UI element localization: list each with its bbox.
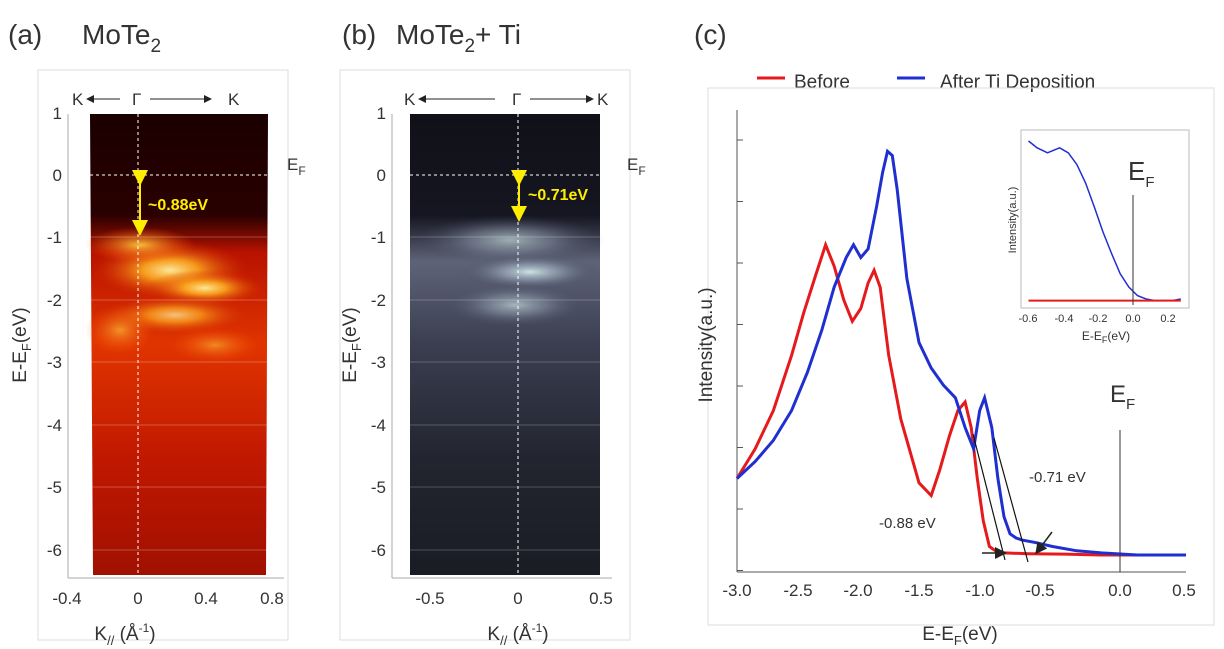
inset-x-ticks: -0.6 -0.4 -0.2 0.0 0.2	[1019, 313, 1176, 325]
x-tick: 0.5	[1172, 581, 1196, 600]
panel-b: (b) MoTe2+ Ti 1 0 -1 -2 -3 -4	[339, 19, 646, 648]
x-tick: 0	[513, 589, 522, 608]
y-ticks-a: 1 0 -1 -2 -3 -4 -5 -6	[47, 104, 62, 560]
k-right-label: K	[228, 90, 240, 109]
k-left-label: K	[404, 90, 416, 109]
grid-b	[410, 236, 600, 551]
y-tick: -6	[371, 541, 386, 560]
edge-fit-before	[972, 433, 1006, 561]
x-tick: 0	[133, 589, 142, 608]
y-tick: -6	[47, 541, 62, 560]
arpes-image-b	[410, 114, 605, 575]
legend: Before After Ti Deposition	[757, 72, 1095, 93]
legend-label-before: Before	[794, 72, 850, 93]
x-label-b: K// (Å-1)	[487, 621, 548, 648]
arrow-after	[1035, 531, 1053, 555]
y-tick: -3	[371, 353, 386, 372]
y-tick: -3	[47, 353, 62, 372]
panel-title-b: MoTe2+ Ti	[396, 19, 521, 57]
inset-y-label: Intensity(a.u.)	[1007, 187, 1019, 254]
panel-tag-a: (a)	[8, 19, 42, 50]
x-tick: 0.4	[194, 589, 218, 608]
panel-title-a: MoTe2	[82, 19, 161, 57]
gamma-label: Γ	[132, 90, 141, 109]
panel-c: (c) Before After Ti Deposition -3.0 -2.5…	[694, 19, 1215, 648]
x-label-a: K// (Å-1)	[94, 621, 155, 648]
y-tick: -4	[371, 416, 386, 435]
x-tick: -0.4	[1055, 313, 1074, 325]
panel-tag-c: (c)	[694, 19, 727, 50]
annotation-before: -0.88 eV	[879, 515, 936, 532]
x-tick: -0.4	[52, 589, 81, 608]
fermi-label-c: EF	[1110, 381, 1135, 413]
y-tick: -5	[371, 478, 386, 497]
y-tick: -5	[47, 478, 62, 497]
annotation-after: -0.71 eV	[1029, 469, 1086, 486]
x-ticks-c: -3.0 -2.5 -2.0 -1.5 -1.0 -0.5 0.0 0.5	[722, 581, 1195, 600]
x-tick: 0.0	[1108, 581, 1132, 600]
grid-a	[90, 236, 268, 551]
x-tick: -2.0	[843, 581, 872, 600]
panel-b-frame	[339, 69, 631, 641]
inset-frame	[1020, 129, 1190, 309]
panel-a-frame	[37, 69, 289, 641]
x-tick: 0.2	[1160, 313, 1175, 325]
panel-tag-b: (b)	[342, 19, 376, 50]
x-label-c: E-EF(eV)	[922, 624, 998, 648]
x-tick: -0.6	[1019, 313, 1038, 325]
y-tick: -1	[371, 228, 386, 247]
y-tick: 1	[377, 104, 386, 123]
legend-label-after: After Ti Deposition	[940, 72, 1095, 93]
k-left-label: K	[72, 90, 84, 109]
fermi-label-a: EF	[287, 155, 306, 178]
x-ticks-a: -0.4 0 0.4 0.8	[52, 589, 283, 608]
k-right-label: K	[597, 90, 609, 109]
x-tick: -3.0	[722, 581, 751, 600]
x-tick: -0.2	[1089, 313, 1108, 325]
panel-a: (a) MoTe2 1 0	[8, 19, 306, 648]
x-tick: 0.5	[589, 589, 613, 608]
gap-label-b: ~0.71eV	[528, 187, 588, 204]
y-label-c: Intensity(a.u.)	[696, 287, 717, 402]
x-tick: 0.0	[1125, 313, 1140, 325]
inset: EF Intensity(a.u.) -0.6 -0.4 -0.2 0.0 0.…	[1007, 129, 1190, 345]
fermi-label-b: EF	[627, 155, 646, 178]
x-tick: -0.5	[1025, 581, 1054, 600]
x-tick: 0.8	[260, 589, 284, 608]
y-tick: -1	[47, 228, 62, 247]
y-tick: -2	[371, 291, 386, 310]
x-ticks-b: -0.5 0 0.5	[415, 589, 612, 608]
y-tick: 0	[377, 166, 386, 185]
x-tick: -0.5	[415, 589, 444, 608]
y-ticks-b: 1 0 -1 -2 -3 -4 -5 -6	[371, 104, 386, 560]
y-tick: -2	[47, 291, 62, 310]
arpes-image-a	[85, 114, 268, 575]
y-label-a: E-EF(eV)	[10, 307, 34, 383]
y-tick: -4	[47, 416, 62, 435]
gamma-label: Γ	[512, 90, 521, 109]
edge-fit-after	[993, 437, 1029, 563]
y-tick-marks-c	[737, 139, 743, 571]
y-label-b: E-EF(eV)	[340, 307, 364, 383]
panel-c-frame	[707, 87, 1215, 626]
gap-label-a: ~0.88eV	[148, 197, 208, 214]
x-tick: -2.5	[783, 581, 812, 600]
inset-fermi-label: EF	[1128, 156, 1155, 191]
y-tick: 0	[53, 166, 62, 185]
inset-x-label: E-EF(eV)	[1082, 329, 1130, 345]
x-tick: -1.0	[965, 581, 994, 600]
y-tick: 1	[53, 104, 62, 123]
x-tick: -1.5	[904, 581, 933, 600]
k-path-a: K Γ K	[72, 90, 240, 109]
k-path-b: K Γ K	[404, 90, 609, 109]
